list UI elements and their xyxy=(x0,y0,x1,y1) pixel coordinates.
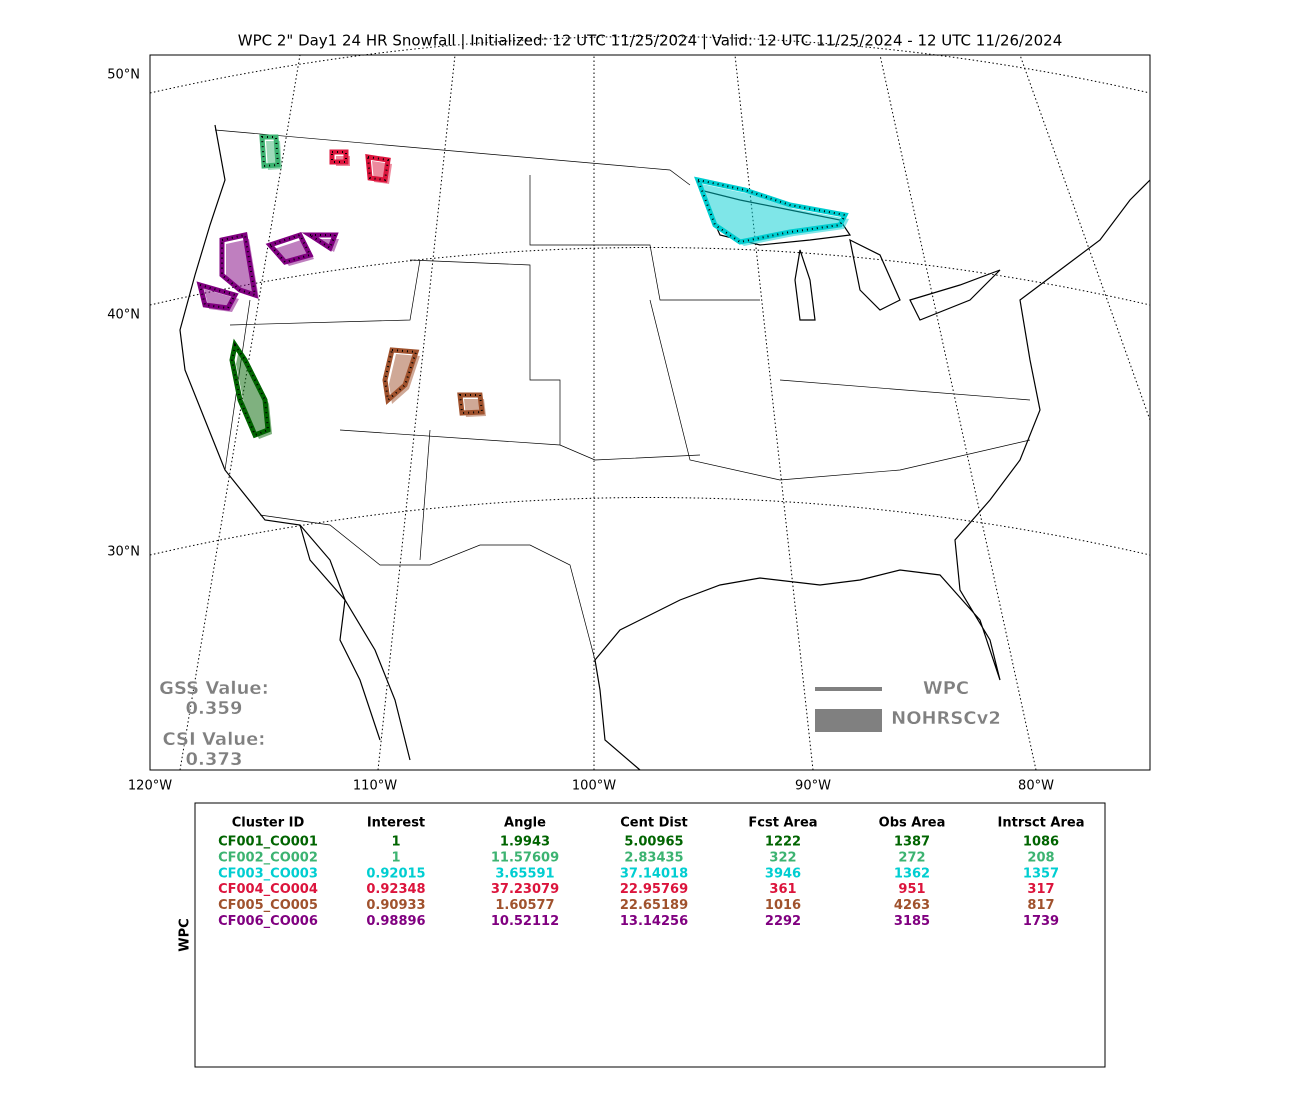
table-cell: 13.14256 xyxy=(620,914,688,929)
column-header: Obs Area xyxy=(879,816,946,831)
table-cell: 322 xyxy=(769,850,796,865)
table-cell: CF006_CO006 xyxy=(218,914,318,929)
score-value: 0.373 xyxy=(186,749,243,770)
table-cell: 1 xyxy=(391,850,400,865)
table-cell: 0.92015 xyxy=(366,866,425,881)
table: WPC Cluster ID Interest Angle Cent Dist Fcst… xyxy=(178,802,1106,1068)
table-cell: 2.83435 xyxy=(624,850,683,865)
lat-label: 50°N xyxy=(107,68,140,83)
map-frame xyxy=(149,54,1151,771)
legend-patch xyxy=(815,709,882,732)
column-header: Angle xyxy=(504,816,546,831)
table-cell: 2292 xyxy=(765,914,801,929)
lat-label: 30°N xyxy=(107,545,140,560)
column-header: Cent Dist xyxy=(620,816,688,831)
fcst-contour xyxy=(457,392,485,416)
table-cell: 0.90933 xyxy=(366,898,425,913)
table-cell: 1.60577 xyxy=(495,898,554,913)
obs-area xyxy=(236,349,272,439)
fcst-contour xyxy=(196,281,239,311)
table-cell: 11.57609 xyxy=(491,850,559,865)
table-cell: 1222 xyxy=(765,835,801,850)
map: 50°N 40°N 30°N 120°W 110°W 100°W 90°W 80… xyxy=(107,36,1151,794)
column-header: Interest xyxy=(367,816,425,831)
fcst-contour-dots xyxy=(260,136,280,168)
table-cell: 951 xyxy=(898,882,925,897)
score-value: 0.359 xyxy=(186,698,243,719)
table-cell: 10.52112 xyxy=(491,914,559,929)
table-cell: 1016 xyxy=(765,898,801,913)
legend-label: WPC xyxy=(923,678,969,699)
title: WPC 2" Day1 24 HR Snowfall | Initialized… xyxy=(238,32,1063,50)
scores: GSS Value: 0.359 CSI Value: 0.373 xyxy=(159,678,269,770)
lon-label: 90°W xyxy=(795,779,831,794)
table-cell: 1.9943 xyxy=(500,835,550,850)
lon-label: 110°W xyxy=(353,779,397,794)
lon-label: 120°W xyxy=(128,779,172,794)
lat-label: 40°N xyxy=(107,308,140,323)
table-cell: 272 xyxy=(898,850,925,865)
table-cell: 5.00965 xyxy=(624,835,683,850)
lon-label: 80°W xyxy=(1018,779,1054,794)
table-cell: 3946 xyxy=(765,866,801,881)
column-header: Intrsct Area xyxy=(998,816,1085,831)
table-cell: 1 xyxy=(391,835,400,850)
column-header: Fcst Area xyxy=(748,816,817,831)
table-frame xyxy=(194,802,1106,1068)
table-cell: CF003_CO003 xyxy=(218,866,318,881)
fcst-contour-dots xyxy=(383,348,418,402)
table-cell: 0.92348 xyxy=(366,882,425,897)
table-cell: CF005_CO005 xyxy=(218,898,318,913)
table-cell: 361 xyxy=(769,882,796,897)
lon-label: 100°W xyxy=(572,779,616,794)
fcst-contour xyxy=(329,149,349,165)
table-cell: 1357 xyxy=(1023,866,1059,881)
table-cell: 817 xyxy=(1027,898,1054,913)
lat-labels: 50°N 40°N 30°N xyxy=(107,68,140,560)
lon-labels: 120°W 110°W 100°W 90°W 80°W xyxy=(128,779,1054,794)
table-cell: 37.23079 xyxy=(491,882,559,897)
table-cell: 317 xyxy=(1027,882,1054,897)
table-cell: 1387 xyxy=(894,835,930,850)
table-cell: 4263 xyxy=(894,898,930,913)
table-cell: CF004_CO004 xyxy=(218,882,318,897)
legend: WPC NOHRSCv2 xyxy=(815,678,1001,732)
table-cell: 3.65591 xyxy=(495,866,554,881)
graticule xyxy=(149,36,1151,771)
fcst-contour xyxy=(219,231,259,299)
column-header: Cluster ID xyxy=(232,816,305,831)
table-cell: 1362 xyxy=(894,866,930,881)
table-cell: 3185 xyxy=(894,914,930,929)
score-label: CSI Value: xyxy=(163,729,266,750)
fcst-contour-dots xyxy=(366,155,390,182)
table-cell: 37.14018 xyxy=(620,866,688,881)
fcst-contour xyxy=(265,231,314,265)
table-cell: 0.98896 xyxy=(366,914,425,929)
table-cell: CF002_CO002 xyxy=(218,850,318,865)
table-cell: 208 xyxy=(1027,850,1054,865)
fcst-contour xyxy=(694,176,849,245)
clusters xyxy=(196,134,849,439)
table-cell: 1739 xyxy=(1023,914,1059,929)
table-cell: 22.65189 xyxy=(620,898,688,913)
table-cell: 1086 xyxy=(1023,835,1059,850)
table-cell: 22.95769 xyxy=(620,882,688,897)
fcst-contour-dots xyxy=(306,234,337,250)
score-label: GSS Value: xyxy=(159,678,269,699)
table-side-label: WPC xyxy=(178,918,193,951)
legend-label: NOHRSCv2 xyxy=(891,708,1001,729)
fcst-contour-dots xyxy=(230,342,270,437)
table-cell: CF001_CO001 xyxy=(218,835,318,850)
